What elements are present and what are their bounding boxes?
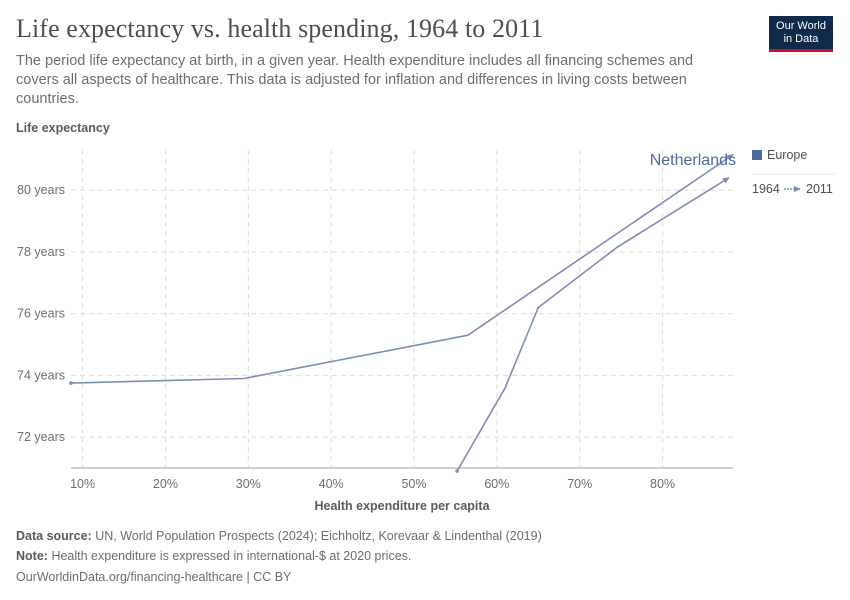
x-axis-label: Health expenditure per capita — [314, 499, 490, 513]
footer-source: Data source: UN, World Population Prospe… — [16, 529, 542, 543]
legend-region-label[interactable]: Europe — [767, 148, 807, 162]
series-start-point — [455, 469, 459, 473]
logo-line-1: Our World — [776, 20, 826, 32]
source-text[interactable]: UN, World Population Prospects (2024); E… — [95, 529, 542, 543]
series-line[interactable] — [70, 153, 734, 384]
series-label[interactable]: Netherlands — [650, 152, 736, 169]
y-tick-label: 80 years — [17, 183, 65, 197]
x-tick-label: 80% — [650, 477, 675, 491]
source-label: Data source: — [16, 529, 92, 543]
footer-credit[interactable]: OurWorldinData.org/financing-healthcare … — [16, 570, 292, 584]
legend-swatch[interactable] — [752, 150, 762, 160]
x-tick-label: 70% — [567, 477, 592, 491]
series-start-point — [69, 381, 73, 385]
note-text: Health expenditure is expressed in inter… — [51, 549, 412, 563]
y-axis-label: Life expectancy — [16, 121, 110, 135]
owid-logo[interactable]: Our World in Data — [769, 16, 833, 52]
x-tick-label: 10% — [70, 477, 95, 491]
x-tick-label: 50% — [401, 477, 426, 491]
legend-end-year: 2011 — [806, 182, 833, 196]
y-tick-label: 76 years — [17, 307, 65, 321]
footer-note: Note: Health expenditure is expressed in… — [16, 549, 411, 563]
y-tick-label: 72 years — [17, 430, 65, 444]
chart-title: Life expectancy vs. health spending, 196… — [16, 14, 544, 43]
x-tick-label: 30% — [236, 477, 261, 491]
x-tick-label: 40% — [319, 477, 344, 491]
note-label: Note: — [16, 549, 48, 563]
y-tick-label: 78 years — [17, 245, 65, 259]
series-line[interactable] — [456, 177, 730, 472]
y-tick-label: 74 years — [17, 368, 65, 382]
x-tick-label: 20% — [153, 477, 178, 491]
legend-start-year: 1964 — [752, 182, 780, 196]
chart-subtitle: The period life expectancy at birth, in … — [16, 53, 694, 107]
logo-line-2: in Data — [783, 33, 819, 45]
x-tick-label: 60% — [484, 477, 509, 491]
